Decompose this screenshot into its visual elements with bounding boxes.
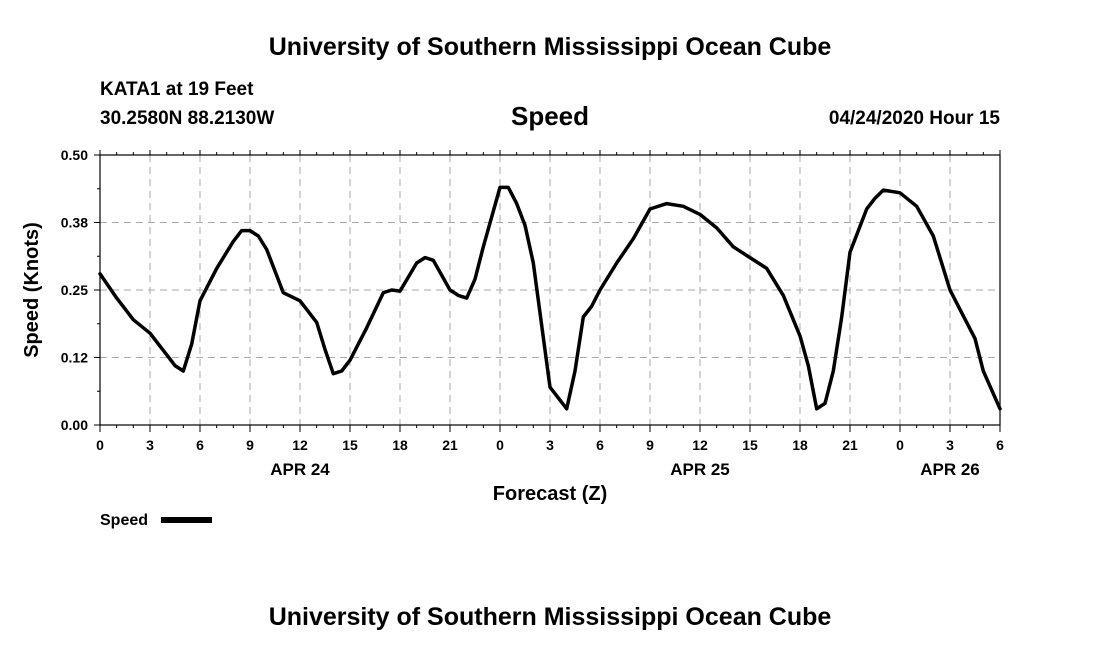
y-tick-label: 0.50 <box>61 147 88 163</box>
x-tick-label: 3 <box>546 437 554 453</box>
footer-title: University of Southern Mississippi Ocean… <box>269 603 832 631</box>
date-label: APR 26 <box>920 460 980 479</box>
x-tick-label: 9 <box>646 437 654 453</box>
y-tick-label: 0.25 <box>61 282 88 298</box>
plot-frame <box>99 154 1001 426</box>
speed-series-line <box>98 185 1002 411</box>
legend-label: Speed <box>100 512 148 529</box>
x-tick-label: 6 <box>596 437 604 453</box>
x-tick-label: 15 <box>742 437 758 453</box>
x-tick-label: 21 <box>842 437 858 453</box>
x-tick-label: 0 <box>96 437 104 453</box>
y-tick-labels: 0.00 0.12 0.25 0.38 0.50 <box>61 147 88 433</box>
x-tick-label: 6 <box>196 437 204 453</box>
x-tick-label: 18 <box>392 437 408 453</box>
y-tick-label: 0.12 <box>61 350 88 366</box>
station-coordinates: 30.2580N 88.2130W <box>100 108 274 129</box>
date-label: APR 25 <box>670 460 730 479</box>
x-tick-label: 0 <box>896 437 904 453</box>
date-label: APR 24 <box>270 460 330 479</box>
chart-title: University of Southern Mississippi Ocean… <box>269 33 832 61</box>
x-tick-label: 12 <box>292 437 308 453</box>
station-label: KATA1 at 19 Feet <box>100 79 254 100</box>
x-tick-label: 12 <box>692 437 708 453</box>
variable-title: Speed <box>511 101 589 131</box>
y-tick-label: 0.00 <box>61 417 88 433</box>
x-tick-label: 18 <box>792 437 808 453</box>
axis-ticks <box>94 150 1001 432</box>
x-tick-label: 0 <box>496 437 504 453</box>
y-axis-label: Speed (Knots) <box>21 222 43 358</box>
x-axis-label: Forecast (Z) <box>493 483 607 505</box>
x-tick-label: 21 <box>442 437 458 453</box>
x-tick-label: 3 <box>146 437 154 453</box>
date-labels: APR 24 APR 25 APR 26 <box>270 460 980 479</box>
timestamp-label: 04/24/2020 Hour 15 <box>829 108 1001 129</box>
y-tick-label: 0.38 <box>61 215 88 231</box>
x-tick-label: 3 <box>946 437 954 453</box>
x-tick-label: 6 <box>996 437 1004 453</box>
x-tick-labels: 0 3 6 9 12 15 18 21 0 3 6 9 12 15 18 21 0 3 6 <box>96 437 1004 453</box>
x-tick-label: 9 <box>246 437 254 453</box>
x-tick-label: 15 <box>342 437 358 453</box>
